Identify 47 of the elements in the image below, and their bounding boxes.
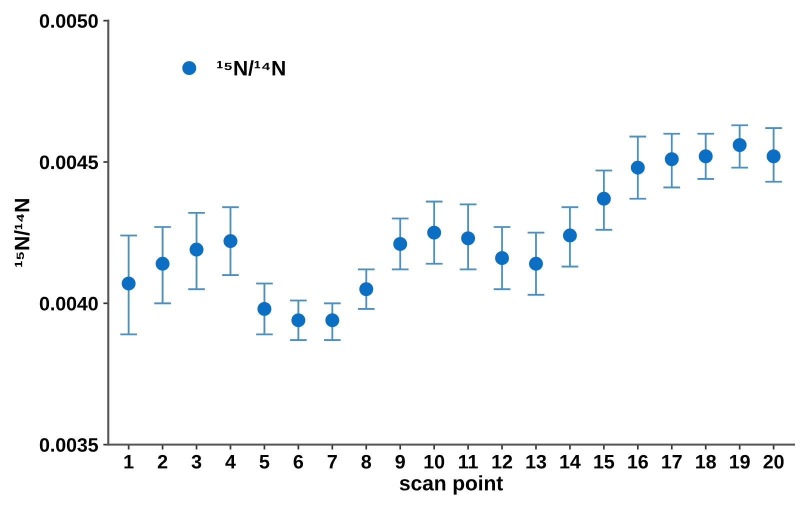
x-tick-label: 12 [492, 454, 512, 468]
x-tick-label: 4 [225, 455, 236, 468]
point [529, 256, 543, 271]
x-tick-label: 14 [560, 455, 581, 468]
point [630, 160, 645, 175]
y-tick-label: 0.0045 [40, 155, 98, 170]
point [325, 313, 340, 328]
x-tick-label: 6 [294, 454, 304, 469]
x-tick-label: 16 [628, 454, 648, 469]
point [732, 138, 747, 152]
x-tick-label: 17 [662, 455, 682, 468]
point [562, 228, 577, 242]
point [393, 237, 408, 251]
x-tick-label: 13 [526, 454, 546, 469]
x-tick-label: 19 [730, 454, 750, 469]
x-tick-label: 7 [328, 455, 337, 468]
y-tick-label: 0.0050 [40, 14, 98, 28]
legend-label: ¹⁵N/¹⁴N [217, 60, 285, 76]
point [461, 231, 476, 246]
point [257, 302, 272, 316]
point [596, 192, 611, 206]
point [766, 149, 781, 164]
point [495, 251, 509, 266]
point [698, 149, 713, 164]
point [122, 276, 136, 290]
point [291, 313, 306, 328]
point [664, 152, 679, 166]
x-tick-label: 20 [763, 454, 784, 469]
point [359, 282, 374, 296]
x-tick-label: 18 [696, 454, 716, 469]
x-tick-label: 8 [361, 454, 372, 469]
x-tick-label: 2 [158, 454, 168, 468]
x-tick-label: 9 [395, 454, 405, 469]
point [156, 256, 170, 271]
point [190, 242, 204, 257]
x-axis-title: scan point [400, 475, 503, 495]
y-tick-label: 0.0040 [40, 296, 98, 311]
y-axis-title: ¹⁵N/¹⁴N [14, 199, 30, 267]
x-tick-label: 15 [594, 455, 614, 469]
x-tick-label: 1 [124, 455, 134, 468]
y-tick-label: 0.0035 [40, 438, 98, 452]
x-tick-label: 3 [192, 454, 202, 469]
point [224, 234, 238, 248]
x-tick-label: 11 [459, 455, 478, 468]
point [427, 226, 442, 240]
x-tick-label: 5 [260, 455, 270, 469]
x-tick-label: 10 [424, 454, 444, 469]
